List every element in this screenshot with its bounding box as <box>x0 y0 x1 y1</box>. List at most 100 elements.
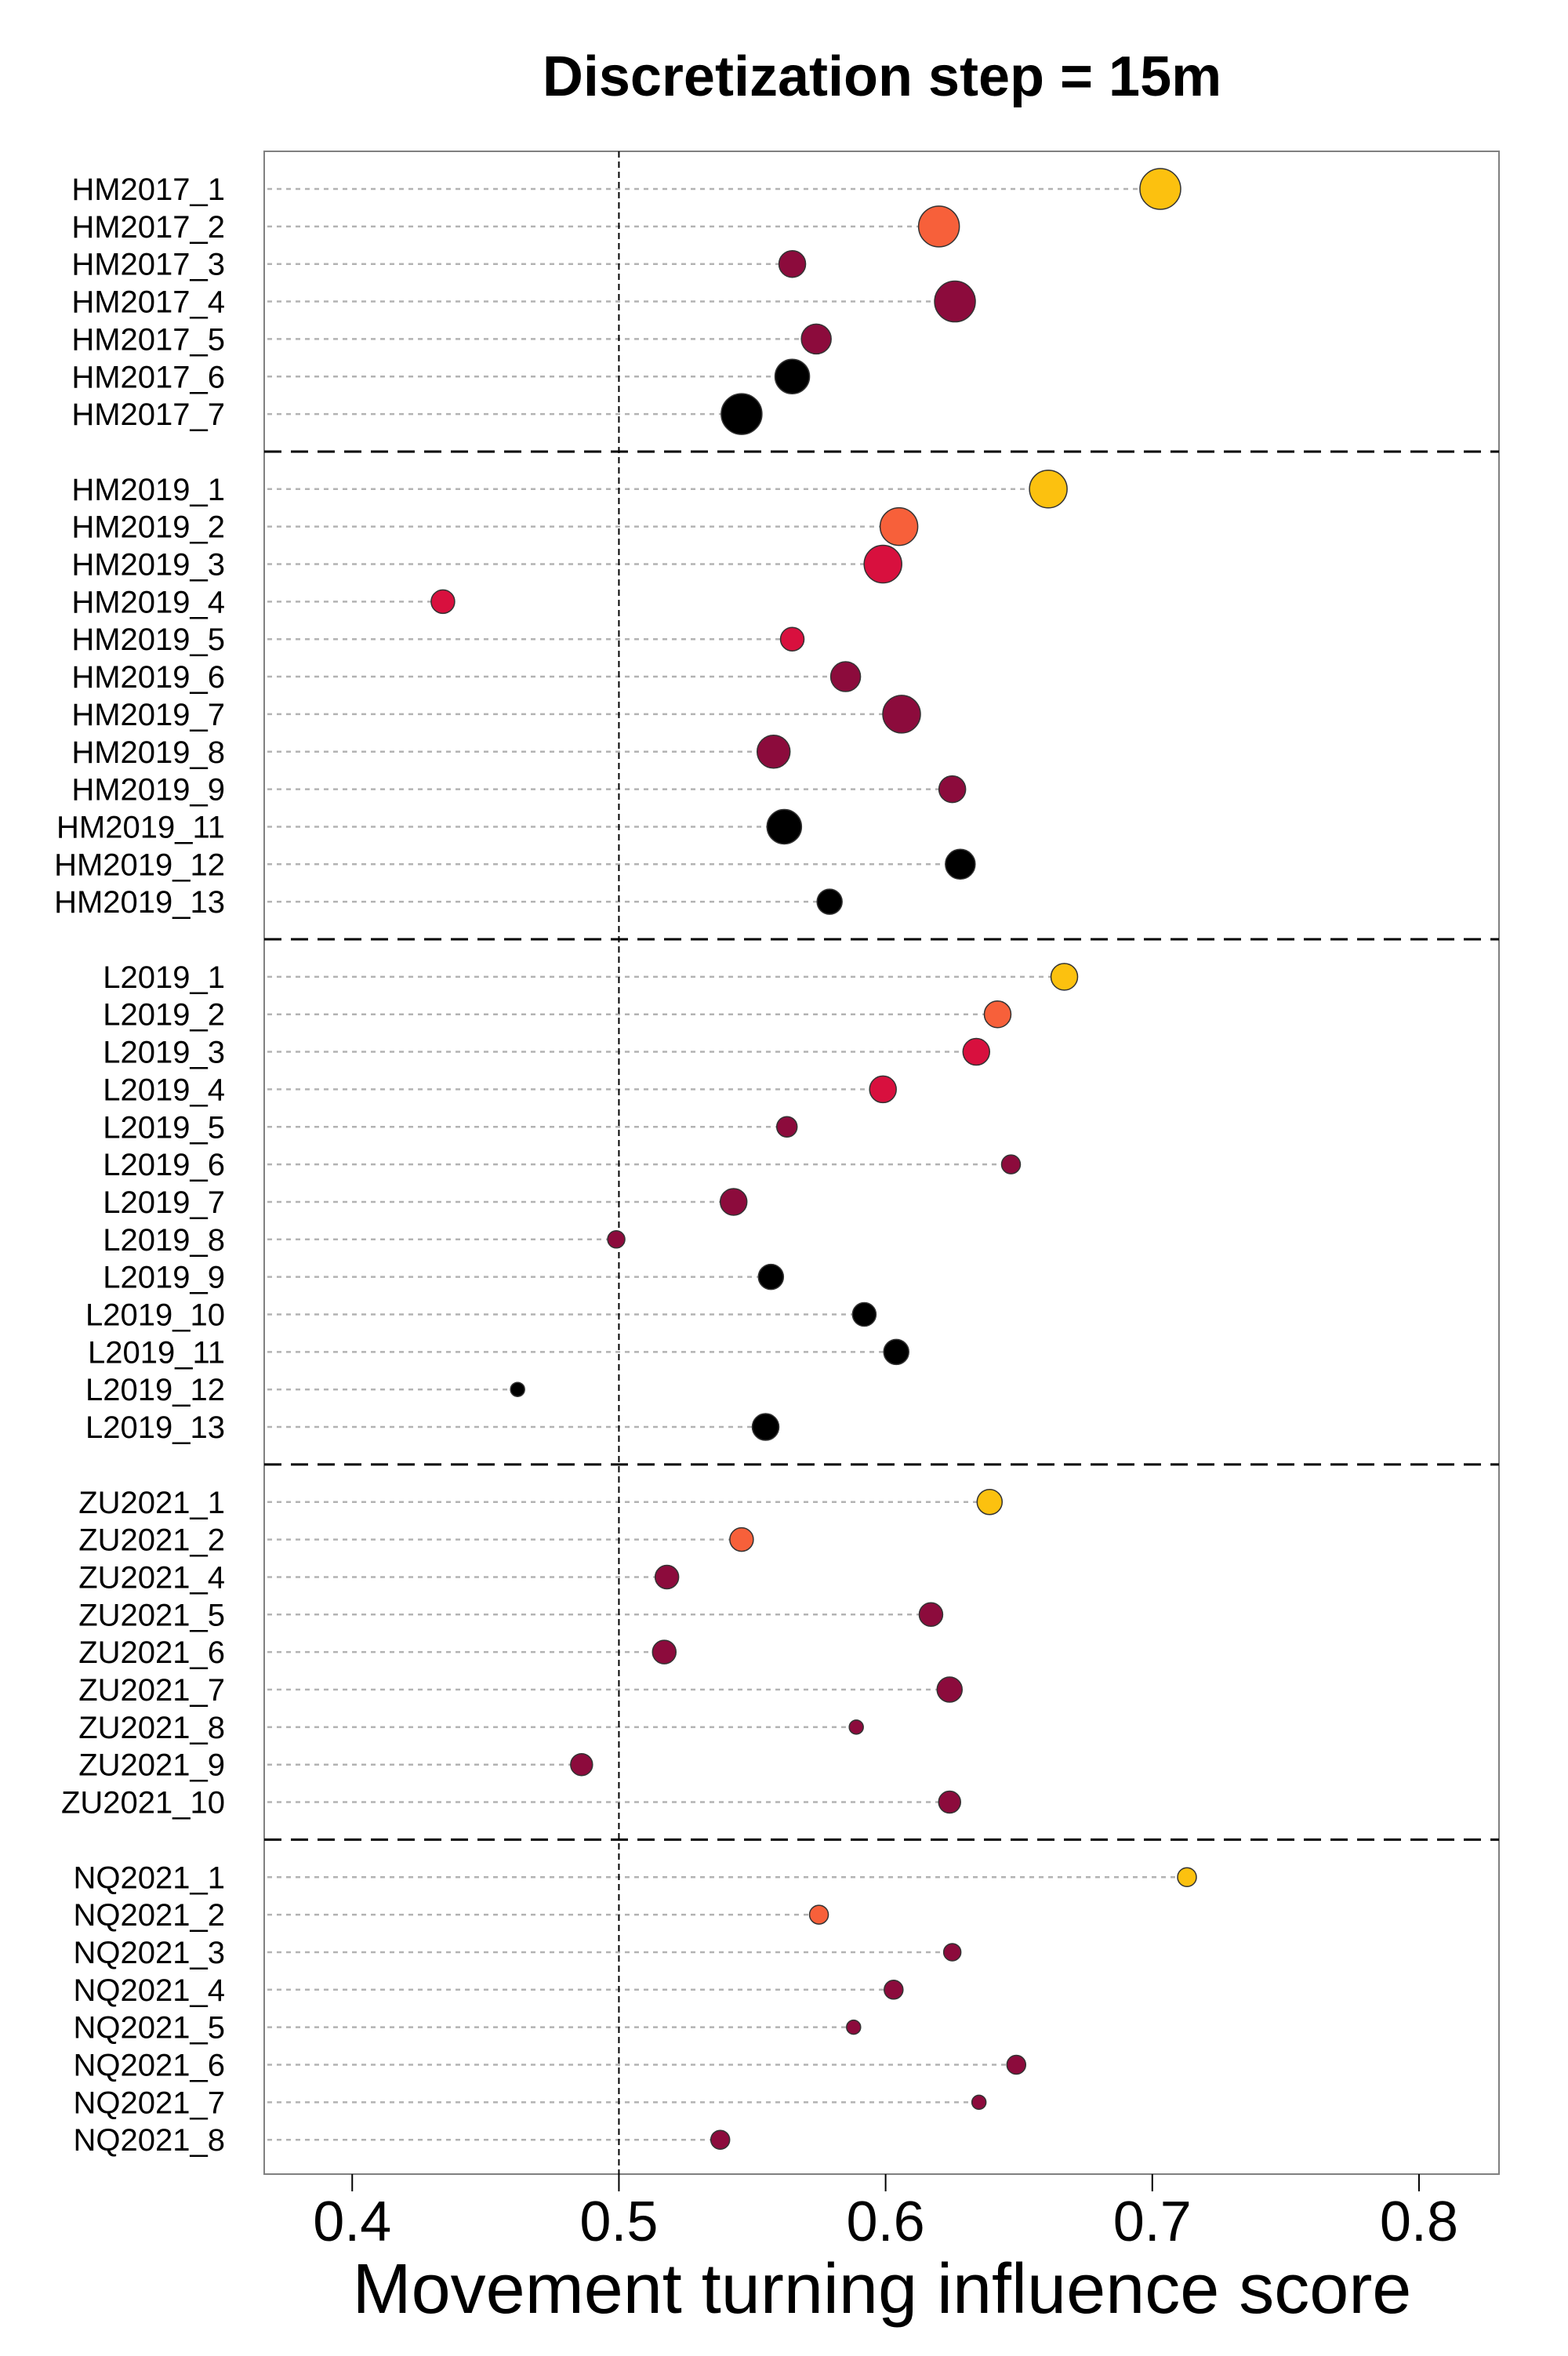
row-label: HM2017_6 <box>71 360 225 394</box>
row-label: HM2019_1 <box>71 473 225 507</box>
x-tick-label: 0.8 <box>1380 2191 1458 2253</box>
row-label: L2019_8 <box>103 1223 225 1258</box>
row-label: ZU2021_7 <box>78 1673 225 1708</box>
row-label: HM2017_7 <box>71 398 225 432</box>
data-point <box>654 1564 680 1590</box>
data-point <box>729 1526 754 1552</box>
row-label: ZU2021_5 <box>78 1598 225 1632</box>
data-point <box>938 775 967 804</box>
data-point <box>936 1676 963 1703</box>
row-label: ZU2021_1 <box>78 1486 225 1520</box>
data-point <box>766 808 803 845</box>
data-point <box>751 1413 780 1441</box>
data-point <box>720 393 763 435</box>
data-point <box>778 249 807 278</box>
row-label: L2019_7 <box>103 1185 225 1220</box>
data-point <box>757 1263 785 1291</box>
row-label: HM2017_3 <box>71 248 225 282</box>
data-point <box>983 1000 1012 1029</box>
row-label: L2019_6 <box>103 1148 225 1182</box>
data-point <box>934 280 976 323</box>
data-point <box>1177 1867 1197 1887</box>
row-label: ZU2021_6 <box>78 1635 225 1670</box>
group-separators <box>264 450 1499 1841</box>
row-label: L2019_1 <box>103 960 225 995</box>
plot-frame <box>263 151 1500 2175</box>
row-label: L2019_3 <box>103 1036 225 1070</box>
row-label: ZU2021_4 <box>78 1560 225 1595</box>
row-label: HM2019_7 <box>71 698 225 732</box>
data-point <box>869 1075 897 1104</box>
row-label: NQ2021_7 <box>74 2086 225 2120</box>
data-point <box>775 1116 798 1138</box>
row-label: L2019_9 <box>103 1261 225 1295</box>
data-point <box>607 1230 626 1249</box>
row-label: HM2019_2 <box>71 510 225 545</box>
data-point <box>883 1338 909 1366</box>
row-label: ZU2021_9 <box>78 1748 225 1783</box>
row-label: HM2019_6 <box>71 660 225 695</box>
data-point <box>848 1719 864 1735</box>
row-label: L2019_10 <box>85 1298 225 1333</box>
row-label: NQ2021_2 <box>74 1898 225 1933</box>
data-point <box>1050 963 1079 991</box>
row-label: NQ2021_8 <box>74 2123 225 2158</box>
row-label: L2019_5 <box>103 1110 225 1145</box>
data-point <box>430 589 456 615</box>
data-point <box>774 358 811 394</box>
x-tick-label: 0.6 <box>847 2191 925 2253</box>
data-point <box>1139 168 1181 210</box>
row-label: L2019_11 <box>88 1335 225 1370</box>
x-axis-label: Movement turning influence score <box>353 2250 1412 2329</box>
chart-title: Discretization step = 15m <box>543 45 1221 108</box>
leader-lines <box>267 187 1187 2141</box>
data-point <box>1006 2054 1027 2075</box>
data-point <box>1029 470 1068 509</box>
row-label: NQ2021_5 <box>74 2011 225 2046</box>
data-point <box>879 506 919 546</box>
data-point <box>971 2094 987 2111</box>
data-point <box>918 1602 944 1628</box>
data-point <box>808 1904 829 1925</box>
data-point <box>816 888 843 915</box>
row-label: L2019_12 <box>85 1373 225 1407</box>
x-tick-label: 0.4 <box>313 2191 391 2253</box>
data-point <box>863 544 902 584</box>
data-points <box>430 168 1197 2150</box>
row-label: ZU2021_2 <box>78 1523 225 1558</box>
row-label: HM2019_5 <box>71 623 225 657</box>
row-label: HM2017_5 <box>71 322 225 357</box>
row-label: HM2017_4 <box>71 285 225 320</box>
data-point <box>962 1037 991 1066</box>
x-axis: 0.4 0.5 0.6 0.7 0.8 <box>313 2174 1458 2253</box>
row-label: NQ2021_3 <box>74 1936 225 1970</box>
data-point <box>942 1943 962 1962</box>
x-tick-label: 0.7 <box>1113 2191 1192 2253</box>
data-point <box>829 661 862 692</box>
row-label: ZU2021_10 <box>61 1786 225 1821</box>
data-point <box>652 1639 677 1664</box>
data-point <box>570 1752 593 1777</box>
row-label: L2019_4 <box>103 1073 225 1107</box>
data-point <box>719 1188 748 1216</box>
row-label: L2019_13 <box>85 1410 225 1445</box>
row-label: HM2019_11 <box>56 810 225 844</box>
data-point <box>846 2019 862 2035</box>
data-point <box>938 1790 961 1814</box>
data-point <box>800 323 832 355</box>
data-point <box>1000 1154 1022 1174</box>
row-label: HM2019_4 <box>71 585 225 619</box>
data-point <box>917 205 960 248</box>
row-label: L2019_2 <box>103 998 225 1033</box>
data-point <box>756 735 791 769</box>
row-label: NQ2021_6 <box>74 2049 225 2083</box>
data-point <box>945 848 976 880</box>
row-labels: HM2017_1HM2017_2HM2017_3HM2017_4HM2017_5… <box>54 172 225 2158</box>
row-label: ZU2021_8 <box>78 1711 225 1745</box>
row-label: HM2019_8 <box>71 735 225 770</box>
row-label: NQ2021_4 <box>74 1973 225 2008</box>
data-point <box>976 1489 1004 1516</box>
row-label: HM2017_2 <box>71 210 225 245</box>
